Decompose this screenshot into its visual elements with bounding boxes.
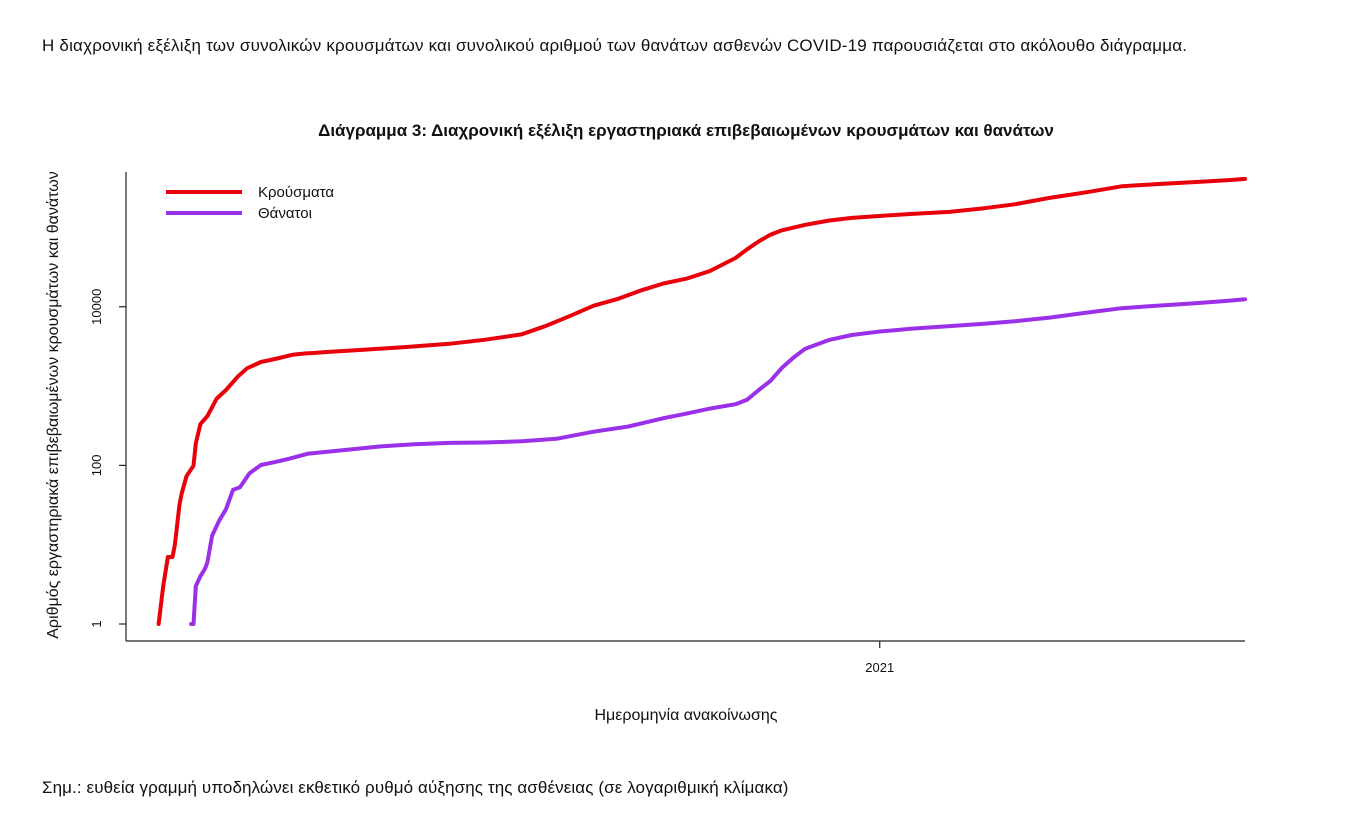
series-line-deaths [189, 297, 1247, 626]
legend-label: Κρούσματα [258, 184, 334, 201]
line-chart: Διάγραμμα 3: Διαχρονική εξέλιξη εργαστηρ… [45, 121, 1247, 724]
chart-legend: Κρούσματα Θάνατοι [166, 184, 334, 222]
chart-title: Διάγραμμα 3: Διαχρονική εξέλιξη εργαστηρ… [318, 121, 1054, 140]
plot-series [156, 176, 1247, 626]
y-tick-label: 10000 [89, 289, 104, 325]
y-axis-label: Αριθμός εργαστηριακά επιβεβαιωμένων κρου… [45, 171, 62, 639]
x-tick-label: 2021 [865, 660, 894, 675]
legend-label: Θάνατοι [258, 205, 312, 222]
plot-axes: 1 100 10000 2021 [89, 172, 1245, 675]
series-line-cases [156, 176, 1247, 626]
chart-footnote: Σημ.: ευθεία γραμμή υποδηλώνει εκθετικό … [42, 778, 789, 797]
y-tick-label: 100 [89, 455, 104, 477]
intro-paragraph: Η διαχρονική εξέλιξη των συνολικών κρουσ… [42, 36, 1188, 55]
y-tick-label: 1 [89, 620, 104, 627]
x-axis-label: Ημερομηνία ανακοίνωσης [594, 707, 777, 724]
